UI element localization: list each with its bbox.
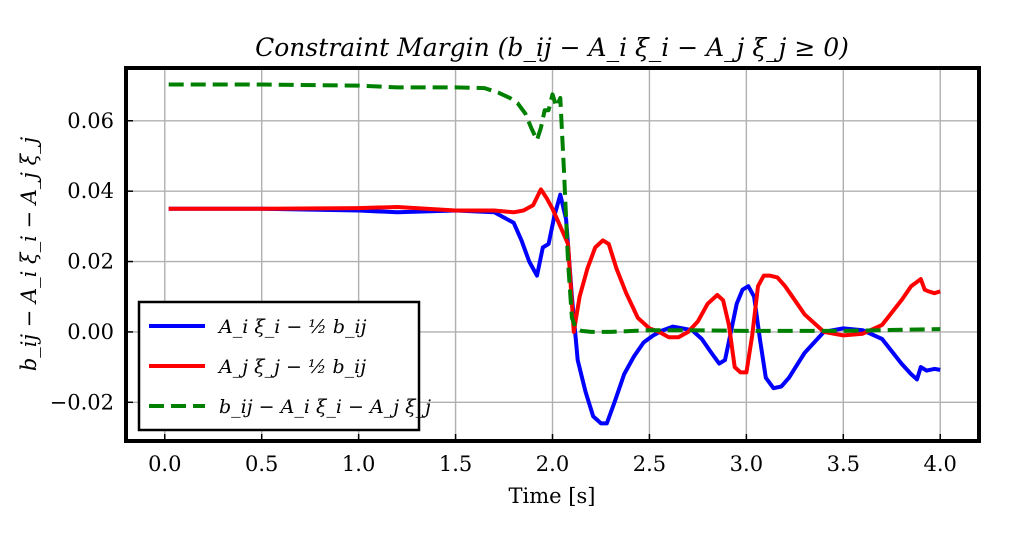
x-tick-label: 2.5 <box>633 452 666 476</box>
chart-title: Constraint Margin (b_ij − A_i ξ_i − A_j … <box>255 33 849 62</box>
series-line-2 <box>168 187 941 375</box>
legend-label: b_ij − A_i ξ_i − A_j ξ_j <box>219 396 431 418</box>
y-axis-label: b_ij − A_i ξ_i − A_j ξ_j <box>17 136 41 371</box>
x-tick-label: 3.0 <box>730 452 763 476</box>
legend-label: A_j ξ_j − ½ b_ij <box>217 356 366 378</box>
series-line-3 <box>168 82 941 334</box>
y-tick-label: 0.00 <box>67 320 114 344</box>
plot-frame <box>124 66 981 443</box>
x-tick-label: 4.0 <box>924 452 957 476</box>
plot-series <box>168 82 941 426</box>
series-line-1 <box>168 192 941 426</box>
y-tick-label: 0.04 <box>67 179 114 203</box>
y-tick-label: −0.02 <box>50 390 114 414</box>
axis-ticks: 0.0 0.5 1.0 1.5 2.0 2.5 3.0 3.5 4.0 −0.02 0.00 0.02… <box>50 109 957 476</box>
x-tick-label: 1.0 <box>342 452 375 476</box>
x-tick-label: 3.5 <box>827 452 860 476</box>
legend: A_i ξ_i − ½ b_ij A_j ξ_j − ½ b_ij b_ij − A… <box>137 300 431 432</box>
x-tick-label: 2.0 <box>536 452 569 476</box>
y-tick-label: 0.06 <box>67 109 114 133</box>
y-tick-label: 0.02 <box>67 250 114 274</box>
x-axis-label: Time [s] <box>509 484 596 508</box>
x-tick-label: 0.5 <box>245 452 278 476</box>
x-tick-label: 0.0 <box>148 452 181 476</box>
x-tick-label: 1.5 <box>439 452 472 476</box>
legend-label: A_i ξ_i − ½ b_ij <box>217 316 367 338</box>
